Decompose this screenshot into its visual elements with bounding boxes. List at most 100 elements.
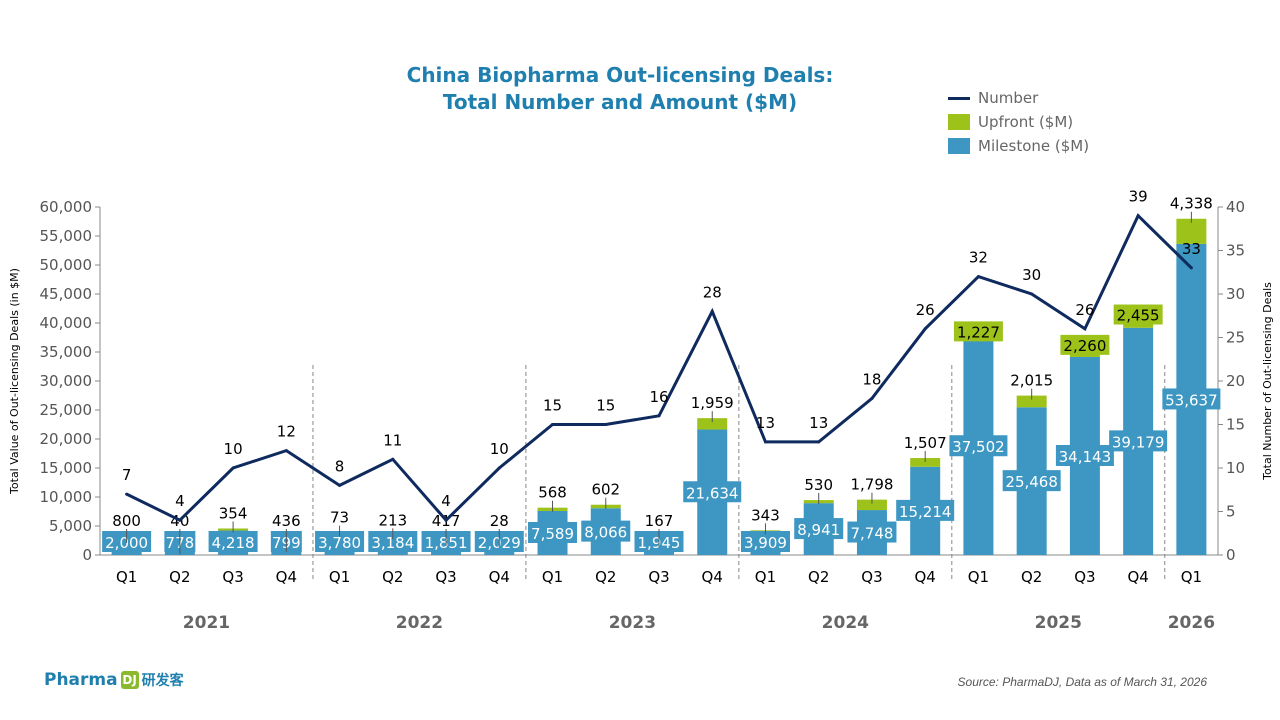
y-tick-label: 0: [82, 546, 92, 564]
upfront-label: 1,507: [904, 434, 947, 452]
upfront-label: 167: [645, 512, 674, 530]
upfront-label: 213: [378, 511, 407, 529]
milestone-label-box: [1162, 388, 1221, 410]
upfront-label: 4,338: [1170, 195, 1213, 213]
y-tick-label: 60,000: [40, 198, 93, 216]
y2-tick-label: 30: [1226, 285, 1245, 303]
milestone-label-box: [740, 531, 790, 552]
title-line-2: Total Number and Amount ($M): [442, 90, 798, 114]
source-note: Source: PharmaDJ, Data as of March 31, 2…: [957, 675, 1207, 689]
number-point: [604, 423, 608, 426]
x-tick-label: Q3: [861, 568, 882, 586]
y-tick-label: 55,000: [40, 227, 93, 245]
number-point: [817, 440, 821, 444]
x-tick-label: Q2: [595, 568, 616, 586]
y-tick-label: 45,000: [40, 285, 93, 303]
number-label: 11: [383, 431, 402, 449]
y-tick-label: 40,000: [40, 314, 93, 332]
upfront-label: 2,015: [1010, 372, 1053, 390]
y2-tick-label: 35: [1226, 242, 1245, 260]
x-tick-label: Q2: [1021, 568, 1042, 586]
number-point: [125, 492, 129, 496]
number-label: 10: [490, 440, 509, 458]
upfront-bar: [1176, 218, 1207, 244]
number-label: 13: [809, 414, 828, 432]
x-tick-label: Q1: [329, 568, 350, 586]
y-axis-title: Total Value of Out-licensing Deals (in $…: [8, 268, 21, 495]
year-label: 2022: [396, 613, 443, 633]
upfront-bar: [1016, 395, 1047, 408]
number-point: [497, 466, 501, 470]
milestone-label-box: [528, 521, 578, 543]
year-label: 2026: [1168, 613, 1215, 633]
upfront-label: 73: [330, 509, 349, 527]
legend: Number Upfront ($M) Milestone ($M): [948, 86, 1089, 158]
upfront-label: 1,959: [691, 394, 734, 412]
x-tick-label: Q3: [1074, 568, 1095, 586]
number-label: 10: [224, 440, 243, 458]
number-label: 28: [703, 283, 722, 301]
number-label: 4: [441, 492, 451, 510]
number-label: 33: [1182, 240, 1201, 258]
milestone-label: 8,941: [797, 521, 840, 539]
title-line-1: China Biopharma Out-licensing Deals:: [406, 63, 834, 87]
year-label: 2023: [609, 613, 656, 633]
number-point: [178, 518, 182, 522]
y-tick-label: 20,000: [40, 430, 93, 448]
upfront-label: 436: [272, 512, 301, 530]
year-label: 2025: [1035, 613, 1082, 633]
number-point: [231, 466, 235, 470]
x-tick-label: Q4: [276, 568, 297, 586]
milestone-label-box: [794, 518, 844, 540]
number-point: [710, 309, 714, 313]
legend-upfront: Upfront ($M): [948, 110, 1089, 134]
upfront-bar: [697, 418, 728, 430]
number-label: 18: [862, 370, 881, 388]
milestone-label: 7,748: [850, 525, 893, 543]
milestone-label: 7,589: [531, 525, 574, 543]
milestone-label-box: [315, 531, 365, 552]
upfront-label-box: [953, 321, 1003, 342]
y-tick-label: 15,000: [40, 459, 93, 477]
upfront-label: 2,455: [1117, 307, 1160, 325]
milestone-label-box: [581, 520, 631, 542]
x-tick-label: Q3: [435, 568, 456, 586]
number-point: [1030, 292, 1034, 296]
x-tick-label: Q2: [382, 568, 403, 586]
milestone-label-box: [847, 521, 897, 543]
x-tick-label: Q3: [222, 568, 243, 586]
number-point: [1136, 214, 1140, 218]
upfront-label-box: [1060, 334, 1110, 355]
upfront-bar: [910, 458, 941, 467]
legend-milestone: Milestone ($M): [948, 134, 1089, 158]
milestone-label: 3,184: [371, 534, 414, 552]
number-point: [657, 414, 661, 418]
y-tick-label: 50,000: [40, 256, 93, 274]
number-label: 39: [1129, 188, 1148, 206]
number-label: 26: [916, 301, 935, 319]
number-point: [391, 457, 395, 461]
y-tick-label: 10,000: [40, 488, 93, 506]
number-label: 32: [969, 249, 988, 267]
number-label: 26: [1075, 301, 1094, 319]
number-label: 4: [175, 492, 185, 510]
upfront-label: 800: [112, 512, 141, 530]
milestone-label-box: [896, 499, 955, 521]
year-label: 2021: [183, 613, 230, 633]
milestone-label-box: [683, 481, 742, 503]
x-tick-label: Q1: [1181, 568, 1202, 586]
upfront-label: 354: [219, 504, 248, 522]
y2-tick-label: 0: [1226, 546, 1236, 564]
y2-tick-label: 40: [1226, 198, 1245, 216]
milestone-label: 39,179: [1112, 433, 1165, 451]
year-label: 2024: [822, 613, 869, 633]
upfront-label: 602: [591, 481, 620, 499]
milestone-label-box: [368, 531, 418, 552]
upfront-label: 1,227: [957, 323, 1000, 341]
milestone-label: 34,143: [1059, 448, 1112, 466]
x-tick-label: Q4: [702, 568, 723, 586]
number-point: [1083, 327, 1087, 331]
upfront-label: 568: [538, 484, 567, 502]
upfront-label-box: [1113, 304, 1163, 325]
upfront-label: 343: [751, 506, 780, 524]
